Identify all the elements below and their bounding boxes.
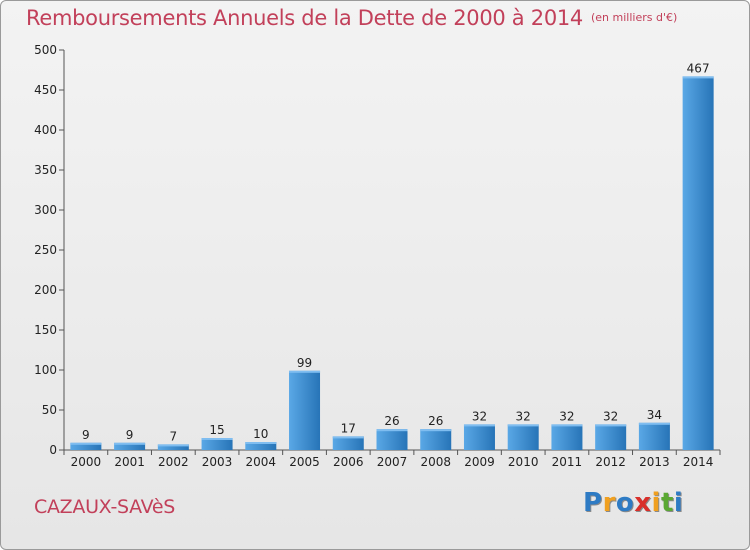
- bar-2011: [551, 424, 583, 450]
- data-label-2005: 99: [297, 356, 312, 370]
- chart-title-text: Remboursements Annuels de la Dette de 20…: [26, 6, 583, 30]
- bar-top-highlight: [114, 442, 146, 445]
- y-tick-label: 450: [34, 83, 57, 97]
- x-tick-label: 2009: [464, 455, 495, 469]
- logo-letter: i: [673, 488, 684, 518]
- bar-top-highlight: [551, 424, 583, 427]
- bar-2013: [638, 422, 670, 450]
- data-label-2008: 26: [428, 414, 443, 428]
- chart-title: Remboursements Annuels de la Dette de 20…: [26, 6, 677, 30]
- bar-2006: [332, 436, 364, 450]
- data-label-2010: 32: [516, 409, 531, 423]
- bar-2009: [463, 424, 495, 450]
- y-tick-label: 250: [34, 243, 57, 257]
- data-label-2014: 467: [687, 61, 710, 75]
- x-tick-label: 2004: [246, 455, 277, 469]
- x-tick-label: 2013: [639, 455, 670, 469]
- bar-top-highlight: [595, 424, 627, 427]
- bar-top-highlight: [638, 422, 670, 425]
- y-tick-label: 350: [34, 163, 57, 177]
- data-label-2000: 9: [82, 428, 90, 442]
- data-label-2006: 17: [341, 421, 356, 435]
- bar-2004: [245, 442, 277, 450]
- bar-2012: [595, 424, 627, 450]
- bar-top-highlight: [201, 438, 233, 440]
- y-tick-label: 0: [49, 443, 57, 457]
- bar-top-highlight: [157, 444, 189, 447]
- logo-letter: r: [602, 488, 616, 518]
- x-tick-label: 2008: [420, 455, 451, 469]
- logo-letter: x: [634, 488, 652, 518]
- y-tick-label: 100: [34, 363, 57, 377]
- x-tick-label: 2003: [202, 455, 233, 469]
- y-tick-label: 50: [42, 403, 57, 417]
- bar-2008: [420, 429, 452, 450]
- bar-top-highlight: [463, 424, 495, 427]
- axes: 0 50 100 150 200 250 300 350 400 450 500 2000 2001 20…: [34, 43, 721, 469]
- x-tick-label: 2005: [289, 455, 320, 469]
- bar-top-highlight: [420, 429, 452, 432]
- bars: [70, 76, 714, 451]
- data-label-2002: 7: [170, 429, 178, 443]
- bar-2002: [157, 444, 189, 450]
- x-tick-label: 2006: [333, 455, 364, 469]
- bar-top-highlight: [682, 76, 714, 79]
- data-label-2011: 32: [559, 409, 574, 423]
- x-tick-label: 2011: [552, 455, 583, 469]
- y-tick-label: 150: [34, 323, 57, 337]
- bar-2005: [289, 370, 321, 450]
- x-tick-label: 2000: [71, 455, 102, 469]
- bar-2003: [201, 438, 233, 450]
- data-label-2012: 32: [603, 409, 618, 423]
- x-tick-label: 2012: [595, 455, 626, 469]
- commune-name: CAZAUX-SAVèS: [34, 496, 175, 518]
- logo-letter: o: [615, 488, 635, 518]
- y-tick-label: 400: [34, 123, 57, 137]
- x-tick-label: 2010: [508, 455, 539, 469]
- x-tick-label: 2014: [683, 455, 714, 469]
- proxiti-logo[interactable]: Proxiti: [583, 488, 683, 518]
- y-tick-label: 200: [34, 283, 57, 297]
- y-tick-label: 300: [34, 203, 57, 217]
- logo-letter: P: [583, 488, 603, 518]
- data-label-2013: 34: [647, 408, 662, 422]
- data-label-2009: 32: [472, 409, 487, 423]
- bar-top-highlight: [245, 442, 277, 444]
- x-tick-label: 2001: [114, 455, 145, 469]
- bar-2000: [70, 442, 102, 450]
- data-label-2003: 15: [209, 423, 224, 437]
- logo-letter: i: [651, 488, 661, 518]
- bar-2010: [507, 424, 539, 450]
- bar-2001: [114, 442, 146, 450]
- bar-2007: [376, 429, 408, 450]
- bar-top-highlight: [289, 370, 321, 373]
- bar-top-highlight: [70, 442, 102, 445]
- y-tick-label: 500: [34, 43, 57, 57]
- logo-letter: t: [660, 488, 674, 518]
- bar-2014: [682, 76, 714, 451]
- data-label-2004: 10: [253, 427, 268, 441]
- bar-top-highlight: [376, 429, 408, 432]
- chart-unit: (en milliers d'€): [591, 11, 678, 24]
- x-tick-label: 2002: [158, 455, 189, 469]
- bar-top-highlight: [507, 424, 539, 427]
- data-label-2001: 9: [126, 428, 134, 442]
- bar-top-highlight: [332, 436, 364, 439]
- x-tick-label: 2007: [377, 455, 408, 469]
- data-label-2007: 26: [384, 414, 399, 428]
